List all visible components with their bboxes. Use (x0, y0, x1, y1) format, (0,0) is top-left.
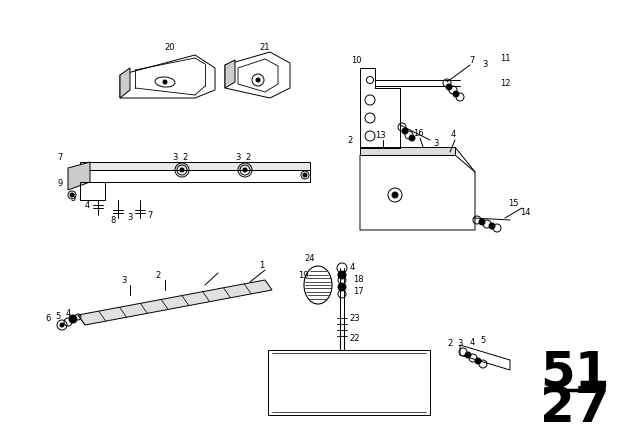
Polygon shape (360, 147, 455, 155)
Text: 2: 2 (182, 152, 188, 161)
Text: 22: 22 (349, 333, 360, 343)
Circle shape (475, 358, 481, 364)
Text: 2: 2 (447, 339, 452, 348)
Text: 4: 4 (349, 263, 355, 271)
Polygon shape (120, 68, 130, 98)
Text: 3: 3 (483, 60, 488, 69)
Circle shape (163, 80, 167, 84)
Circle shape (60, 323, 64, 327)
Text: 3: 3 (122, 276, 127, 284)
Text: 1: 1 (259, 260, 264, 270)
Circle shape (69, 315, 77, 323)
Text: 3: 3 (172, 152, 178, 161)
Circle shape (303, 173, 307, 177)
Polygon shape (78, 280, 272, 325)
Text: 14: 14 (520, 207, 531, 216)
Polygon shape (68, 162, 90, 190)
Text: 5: 5 (56, 311, 61, 320)
Text: 20: 20 (164, 43, 175, 52)
Text: 15: 15 (508, 198, 518, 207)
Text: 12: 12 (500, 78, 510, 87)
Text: 9: 9 (58, 178, 63, 188)
Circle shape (338, 271, 346, 279)
Ellipse shape (304, 266, 332, 304)
Text: 4: 4 (65, 309, 70, 318)
Circle shape (180, 168, 184, 172)
Circle shape (243, 168, 247, 172)
Text: 17: 17 (353, 287, 364, 296)
Text: 21: 21 (260, 43, 270, 52)
Text: 3: 3 (127, 212, 132, 221)
Text: 18: 18 (353, 275, 364, 284)
Text: 19: 19 (298, 271, 308, 280)
Circle shape (402, 128, 408, 134)
Text: 11: 11 (500, 53, 511, 63)
Text: 3: 3 (236, 152, 241, 161)
Text: 4: 4 (84, 201, 90, 210)
Text: 24: 24 (305, 254, 316, 263)
Circle shape (338, 283, 346, 291)
Text: 3: 3 (458, 339, 463, 348)
Text: 8: 8 (110, 215, 116, 224)
Text: 5: 5 (481, 336, 486, 345)
Text: 51: 51 (540, 348, 610, 396)
Text: 23: 23 (349, 314, 360, 323)
Circle shape (409, 135, 415, 141)
Text: 16: 16 (413, 129, 423, 138)
Text: 2: 2 (348, 135, 353, 145)
Text: 6: 6 (45, 314, 51, 323)
Circle shape (446, 84, 452, 90)
Circle shape (479, 219, 485, 225)
Text: 4: 4 (469, 337, 475, 346)
Text: 27: 27 (540, 384, 610, 432)
Circle shape (465, 352, 471, 358)
Polygon shape (80, 162, 310, 170)
Circle shape (256, 78, 260, 82)
Text: 7: 7 (147, 211, 153, 220)
Text: 2: 2 (245, 152, 251, 161)
Text: 10: 10 (351, 56, 361, 65)
Text: 3: 3 (433, 138, 438, 147)
Text: 2: 2 (156, 271, 161, 280)
Text: 7: 7 (469, 56, 475, 65)
Circle shape (70, 193, 74, 197)
Polygon shape (225, 60, 235, 88)
Circle shape (453, 91, 459, 97)
Text: 4: 4 (451, 129, 456, 138)
Circle shape (489, 223, 495, 229)
Text: 5: 5 (70, 194, 76, 202)
Circle shape (392, 192, 398, 198)
Text: 13: 13 (374, 130, 385, 139)
Text: 7: 7 (58, 152, 63, 161)
